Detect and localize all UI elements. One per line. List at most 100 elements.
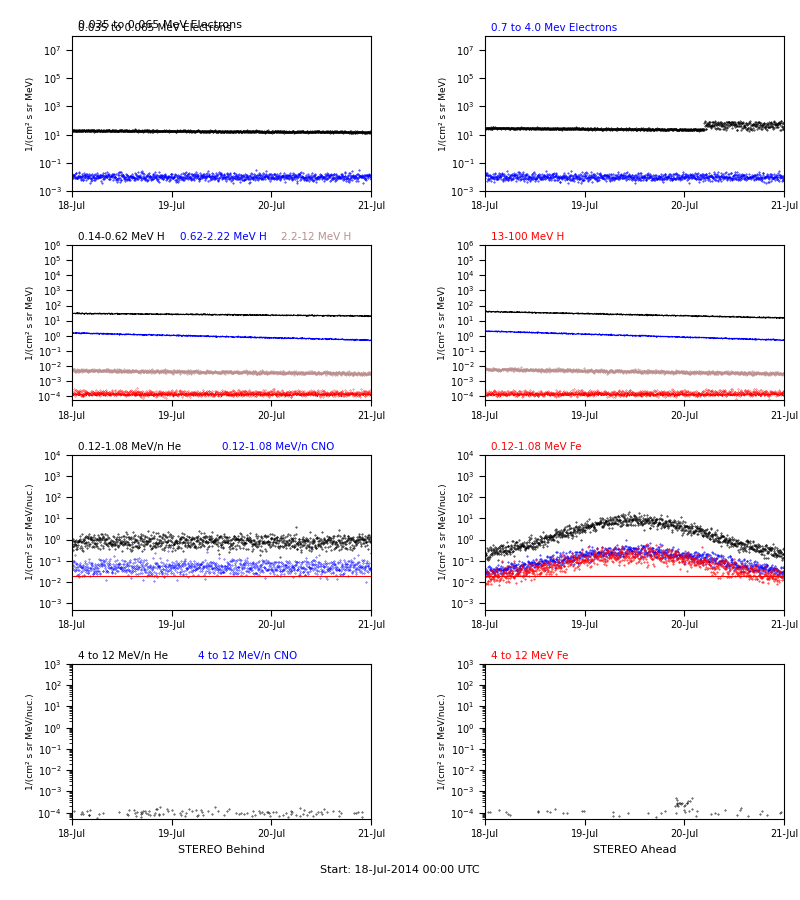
Point — [83, 803, 96, 817]
Point — [532, 805, 545, 819]
Point — [318, 802, 330, 816]
Point — [348, 806, 361, 820]
Point — [197, 807, 210, 822]
Point — [561, 806, 574, 820]
Point — [139, 806, 152, 820]
Point — [161, 804, 174, 818]
Text: 0.12-1.08 MeV/n He: 0.12-1.08 MeV/n He — [78, 442, 181, 452]
Point — [157, 807, 170, 822]
Point — [754, 806, 766, 821]
Point — [112, 805, 125, 819]
Point — [122, 808, 134, 823]
Point — [190, 804, 202, 818]
Point — [355, 806, 368, 820]
Point — [761, 807, 774, 822]
X-axis label: STEREO Behind: STEREO Behind — [178, 845, 265, 855]
Point — [674, 796, 686, 810]
Point — [293, 801, 306, 815]
Text: 0.12-1.08 MeV/n CNO: 0.12-1.08 MeV/n CNO — [222, 442, 334, 452]
Point — [222, 802, 235, 816]
Point — [149, 806, 162, 820]
Point — [294, 808, 306, 823]
Point — [150, 802, 163, 816]
Point — [541, 804, 554, 818]
Y-axis label: 1/(cm² s sr MeV): 1/(cm² s sr MeV) — [438, 285, 447, 360]
Point — [276, 807, 289, 822]
Point — [672, 798, 685, 813]
Point — [221, 804, 234, 818]
Point — [548, 802, 561, 816]
Point — [142, 806, 154, 821]
Point — [279, 806, 292, 821]
Point — [144, 808, 157, 823]
Text: 13-100 MeV H: 13-100 MeV H — [491, 232, 564, 242]
Point — [493, 804, 506, 818]
Point — [205, 806, 218, 821]
Point — [186, 804, 198, 818]
Text: 0.7 to 4.0 Mev Electrons: 0.7 to 4.0 Mev Electrons — [491, 22, 617, 33]
Point — [97, 806, 110, 820]
Point — [676, 796, 689, 811]
Point — [686, 790, 698, 805]
Point — [128, 806, 141, 821]
Point — [501, 806, 514, 821]
Point — [658, 804, 671, 818]
Point — [672, 796, 685, 810]
Y-axis label: 1/(cm² s sr MeV): 1/(cm² s sr MeV) — [26, 76, 35, 150]
Point — [302, 806, 315, 820]
Point — [712, 806, 725, 821]
Point — [351, 805, 364, 819]
Point — [82, 808, 95, 823]
Point — [670, 798, 683, 813]
Point — [310, 806, 322, 821]
Point — [202, 804, 214, 818]
Point — [298, 803, 310, 817]
Point — [153, 806, 166, 821]
Point — [709, 806, 722, 820]
Point — [321, 805, 334, 819]
Point — [182, 802, 195, 816]
Point — [704, 807, 717, 822]
Y-axis label: 1/(cm² s sr MeV): 1/(cm² s sr MeV) — [438, 76, 448, 150]
Point — [681, 796, 694, 810]
Point — [284, 804, 297, 818]
Point — [606, 805, 619, 819]
Point — [578, 804, 590, 818]
Point — [263, 809, 276, 824]
Point — [333, 809, 346, 824]
Point — [642, 806, 654, 820]
Point — [326, 804, 339, 818]
Point — [682, 805, 695, 819]
Point — [678, 805, 691, 819]
Point — [92, 806, 105, 821]
Point — [670, 793, 683, 807]
Y-axis label: 1/(cm² s sr MeV/nuc.): 1/(cm² s sr MeV/nuc.) — [26, 693, 34, 790]
Point — [127, 803, 140, 817]
Point — [670, 796, 683, 811]
Text: 0.035 to 0.065 MeV Electrons: 0.035 to 0.065 MeV Electrons — [78, 22, 231, 33]
Point — [130, 809, 142, 824]
Point — [218, 807, 231, 822]
Point — [333, 804, 346, 818]
Point — [258, 806, 270, 821]
Point — [90, 811, 103, 825]
Point — [67, 804, 80, 818]
Point — [315, 805, 328, 819]
Point — [543, 805, 556, 819]
Point — [678, 803, 690, 817]
Point — [194, 803, 207, 817]
Point — [773, 806, 786, 821]
Point — [248, 808, 261, 823]
Point — [74, 806, 87, 821]
Y-axis label: 1/(cm² s sr MeV/nuc.): 1/(cm² s sr MeV/nuc.) — [438, 693, 447, 790]
Point — [174, 807, 187, 822]
Point — [81, 804, 94, 818]
Text: 4 to 12 MeV/n He: 4 to 12 MeV/n He — [78, 651, 168, 661]
Point — [670, 806, 682, 820]
Point — [671, 796, 684, 810]
Point — [134, 806, 147, 821]
Point — [168, 806, 181, 821]
Point — [179, 809, 192, 824]
Point — [622, 806, 634, 821]
Point — [174, 806, 187, 821]
